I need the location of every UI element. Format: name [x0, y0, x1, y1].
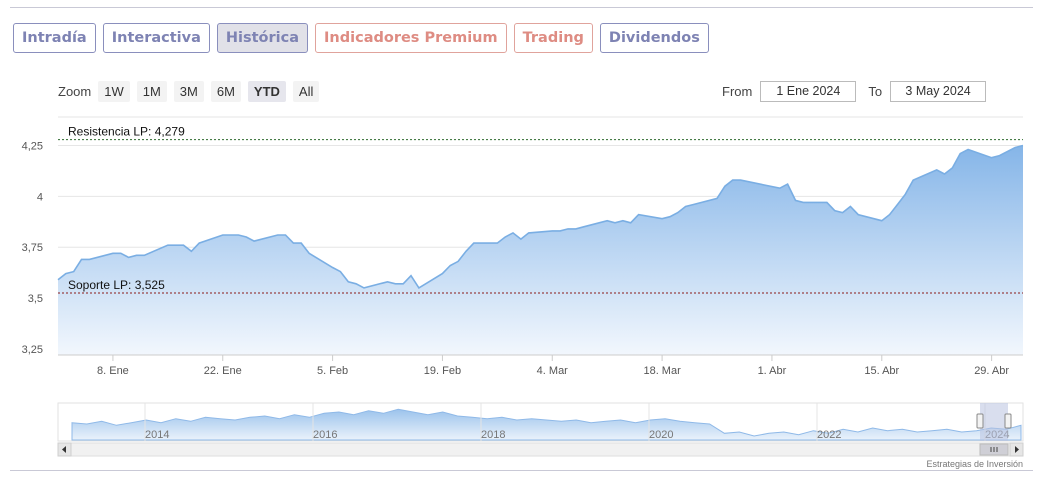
navigator-selected-range[interactable] — [980, 403, 1008, 441]
zoom-1m-button[interactable]: 1M — [136, 81, 167, 102]
scrollbar[interactable] — [57, 442, 1024, 457]
zoom-selector: Zoom 1W 1M 3M 6M YTD All — [58, 81, 326, 102]
y-tick-label: 4 — [37, 191, 43, 203]
zoom-ytd-button[interactable]: YTD — [247, 81, 286, 102]
tab-indicadores-premium[interactable]: Indicadores Premium — [315, 23, 507, 53]
scrollbar-track[interactable] — [57, 442, 1024, 457]
from-label: From — [722, 84, 753, 99]
level-label: Resistencia LP: 4,279 — [68, 125, 185, 139]
tab-interactiva[interactable]: Interactiva — [102, 23, 210, 53]
y-axis: 3,25 3,5 3,75 4 4,25 — [22, 140, 43, 355]
bottom-divider — [10, 470, 1033, 471]
arrow-right-icon — [1015, 446, 1019, 453]
x-tick-label: 8. Ene — [97, 365, 129, 377]
price-area — [58, 145, 1023, 355]
zoom-1w-button[interactable]: 1W — [98, 81, 130, 102]
from-date-input[interactable]: 1 Ene 2024 — [760, 81, 857, 102]
arrow-left-icon — [62, 446, 66, 453]
x-tick-label: 18. Mar — [643, 365, 681, 377]
navigator-area — [71, 408, 1022, 441]
navigator-year-label: 2022 — [817, 429, 841, 441]
x-tick-label: 4. Mar — [537, 365, 569, 377]
navigator-left-handle[interactable] — [976, 413, 984, 429]
tab-trading[interactable]: Trading — [513, 23, 593, 53]
zoom-6m-button[interactable]: 6M — [210, 81, 241, 102]
y-tick-label: 3,5 — [28, 293, 43, 305]
to-label: To — [868, 84, 883, 99]
x-tick-label: 15. Abr — [864, 365, 899, 377]
credit-label: Estrategias de Inversión — [926, 459, 1023, 469]
x-tick-label: 5. Feb — [317, 365, 348, 377]
navigator-year-label: 2018 — [481, 429, 505, 441]
view-tabs: Intradía Interactiva Histórica Indicador… — [13, 23, 709, 53]
x-tick-label: 19. Feb — [424, 365, 461, 377]
zoom-label: Zoom — [58, 84, 92, 99]
y-tick-label: 4,25 — [22, 140, 43, 152]
x-tick-label: 22. Ene — [204, 365, 242, 377]
tab-historica[interactable]: Histórica — [216, 23, 309, 53]
to-date-input[interactable]: 3 May 2024 — [890, 81, 987, 102]
navigator-year-label: 2016 — [313, 429, 337, 441]
x-tick-label: 1. Abr — [758, 365, 787, 377]
y-tick-label: 3,25 — [22, 344, 43, 356]
tab-intradia[interactable]: Intradía — [13, 23, 96, 53]
x-tick-label: 29. Abr — [974, 365, 1009, 377]
navigator[interactable]: 201420162018202020222024 — [57, 402, 1024, 442]
price-line — [57, 144, 1024, 289]
navigator-year-label: 2020 — [649, 429, 673, 441]
navigator-right-handle[interactable] — [1004, 413, 1012, 429]
zoom-all-button[interactable]: All — [292, 81, 320, 102]
zoom-3m-button[interactable]: 3M — [173, 81, 204, 102]
x-axis: 8. Ene 22. Ene 5. Feb 19. Feb 4. Mar 18. Mar 1… — [58, 354, 1023, 377]
navigator-year-label: 2014 — [145, 429, 169, 441]
y-tick-label: 3,75 — [22, 242, 43, 254]
top-divider — [10, 7, 1033, 8]
tab-dividendos[interactable]: Dividendos — [599, 23, 709, 53]
level-label: Soporte LP: 3,525 — [68, 278, 165, 292]
date-range: From 1 Ene 2024 To 3 May 2024 — [722, 81, 987, 102]
grip-icon — [990, 447, 998, 452]
level-annotations: Resistencia LP: 4,279 Soporte LP: 3,525 — [58, 125, 1023, 294]
